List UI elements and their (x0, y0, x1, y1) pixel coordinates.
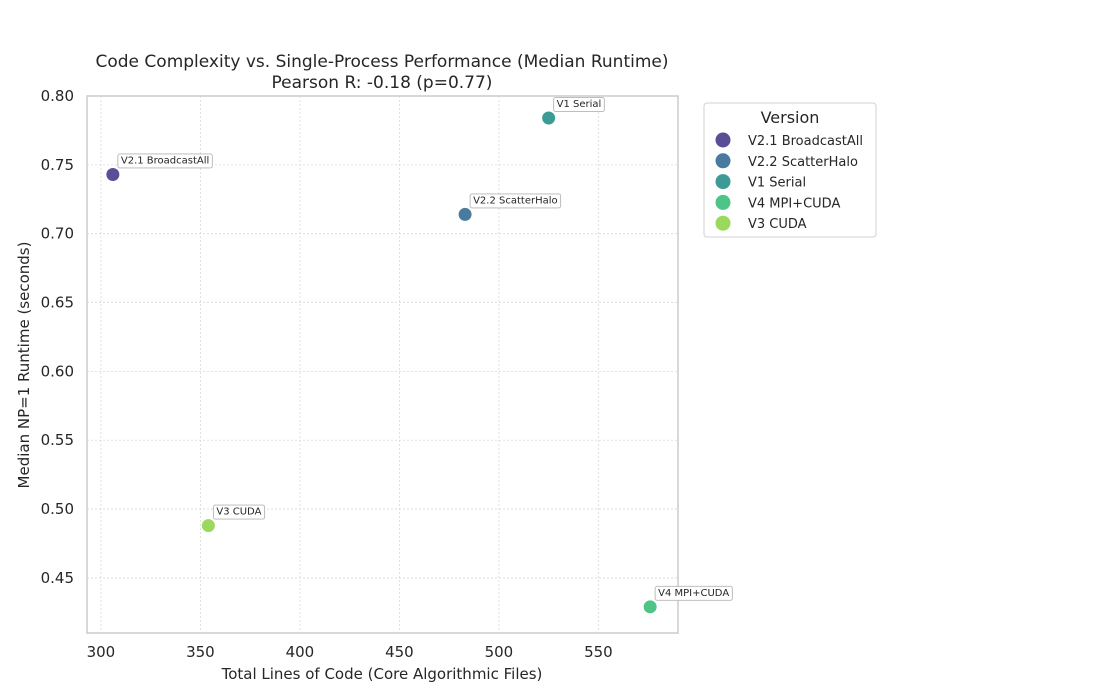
annotation-label: V2.2 ScatterHalo (473, 195, 558, 206)
legend-marker (715, 153, 731, 169)
y-tick-label: 0.45 (41, 569, 74, 587)
point-annotation: V2.2 ScatterHalo (469, 193, 562, 209)
y-tick-label: 0.60 (41, 362, 74, 380)
annotation-label: V1 Serial (557, 99, 602, 110)
annotation-label: V2.1 BroadcastAll (121, 155, 209, 166)
x-tick-label: 300 (87, 643, 116, 661)
point-annotation: V3 CUDA (212, 504, 266, 520)
annotation-box (654, 585, 733, 601)
legend-item-label: V4 MPI+CUDA (748, 196, 840, 211)
annotation-label: V4 MPI+CUDA (658, 588, 729, 599)
scatter-point (105, 166, 121, 182)
point-annotations: V2.1 BroadcastAll V2.2 ScatterHalo V1 Seri… (117, 97, 733, 601)
y-tick-label: 0.70 (41, 225, 74, 243)
chart-subtitle: Pearson R: -0.18 (p=0.77) (272, 73, 493, 93)
scatter-point (457, 206, 473, 222)
legend-marker (715, 194, 731, 210)
y-tick-label: 0.75 (41, 156, 74, 174)
annotation-box (117, 153, 213, 169)
legend-item-label: V2.1 BroadcastAll (748, 134, 863, 149)
point-annotation: V1 Serial (553, 97, 605, 112)
scatter-point (200, 518, 216, 534)
legend: Version V2.1 BroadcastAll V2.2 ScatterHal… (703, 102, 877, 238)
x-axis-label: Total Lines of Code (Core Algorithmic Fi… (221, 665, 543, 683)
chart-title: Code Complexity vs. Single-Process Perfo… (96, 52, 669, 72)
legend-frame (703, 102, 877, 238)
legend-marker (715, 215, 731, 231)
grid-lines (87, 95, 678, 633)
legend-item-label: V3 CUDA (748, 217, 807, 232)
annotation-box (212, 504, 266, 520)
scatter-point (642, 599, 658, 615)
annotation-box (553, 97, 605, 112)
x-tick-label: 400 (286, 643, 315, 661)
annotation-label: V3 CUDA (216, 507, 261, 518)
y-tick-label: 0.65 (41, 294, 74, 312)
y-axis-label: Median NP=1 Runtime (seconds) (15, 242, 33, 489)
point-annotation: V2.1 BroadcastAll (117, 153, 213, 169)
legend-item-label: V2.2 ScatterHalo (748, 155, 858, 170)
y-tick-label: 0.80 (41, 87, 74, 105)
legend-title: Version (761, 108, 820, 127)
x-tick-label: 550 (584, 643, 613, 661)
x-tick-label: 500 (485, 643, 514, 661)
axis-ticks: 300 350 400 450 500 550 0.45 0.50 0.55 0.60 0.65 0.… (41, 87, 613, 661)
x-tick-label: 450 (385, 643, 414, 661)
y-tick-label: 0.55 (41, 431, 74, 449)
plot-area (86, 95, 679, 634)
legend-marker (715, 174, 731, 190)
scatter-point (541, 110, 557, 126)
annotation-box (469, 193, 562, 209)
point-annotation: V4 MPI+CUDA (654, 585, 733, 601)
legend-item-label: V1 Serial (748, 176, 806, 191)
x-tick-label: 350 (186, 643, 215, 661)
legend-marker (715, 132, 731, 148)
data-points (105, 110, 658, 615)
y-tick-label: 0.50 (41, 500, 74, 518)
